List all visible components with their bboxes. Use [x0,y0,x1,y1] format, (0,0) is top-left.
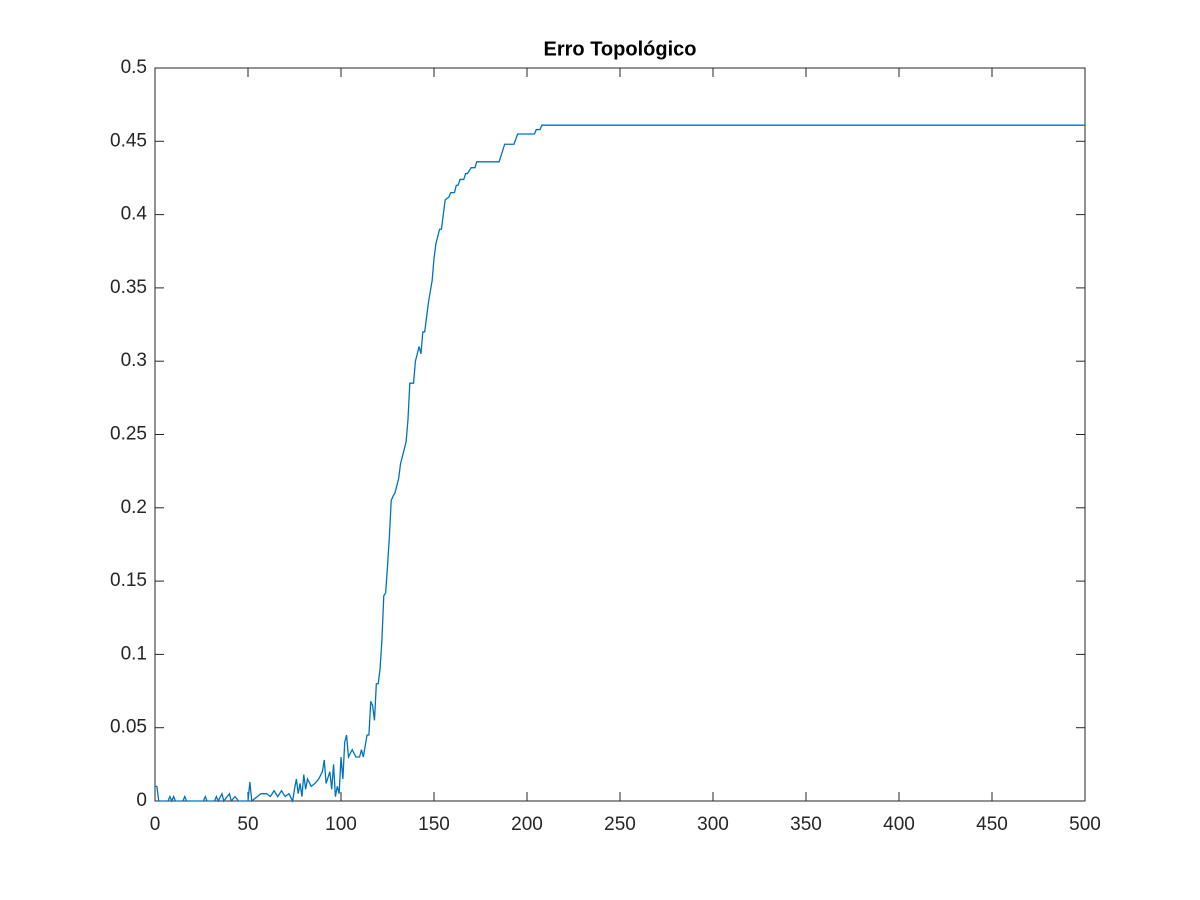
x-tick-label: 0 [150,814,161,835]
line-series [155,124,1085,804]
y-tick-label: 0.4 [121,204,148,225]
y-tick-label: 0.5 [121,57,147,78]
x-tick-label: 150 [418,814,450,835]
y-tick-label: 0.3 [121,350,147,371]
x-tick-label: 250 [604,814,636,835]
y-tick-label: 0.25 [110,424,147,445]
y-tick-label: 0.05 [110,717,147,738]
y-tick-label: 0.15 [110,570,147,591]
plot-area [154,67,1086,802]
x-tick-label: 200 [511,814,543,835]
x-tick-label: 50 [237,814,258,835]
chart-title: Erro Topológico [544,38,697,60]
y-tick-label: 0.1 [121,643,147,664]
x-tick-label: 100 [325,814,357,835]
x-tick-label: 500 [1069,814,1101,835]
y-tick-label: 0.45 [110,130,147,151]
y-tick-label: 0 [136,790,147,811]
x-tick-label: 450 [976,814,1008,835]
x-tick-label: 400 [883,814,915,835]
x-tick-label: 300 [697,814,729,835]
x-tick-label: 350 [790,814,822,835]
y-tick-label: 0.2 [121,497,147,518]
y-tick-label: 0.35 [110,277,147,298]
